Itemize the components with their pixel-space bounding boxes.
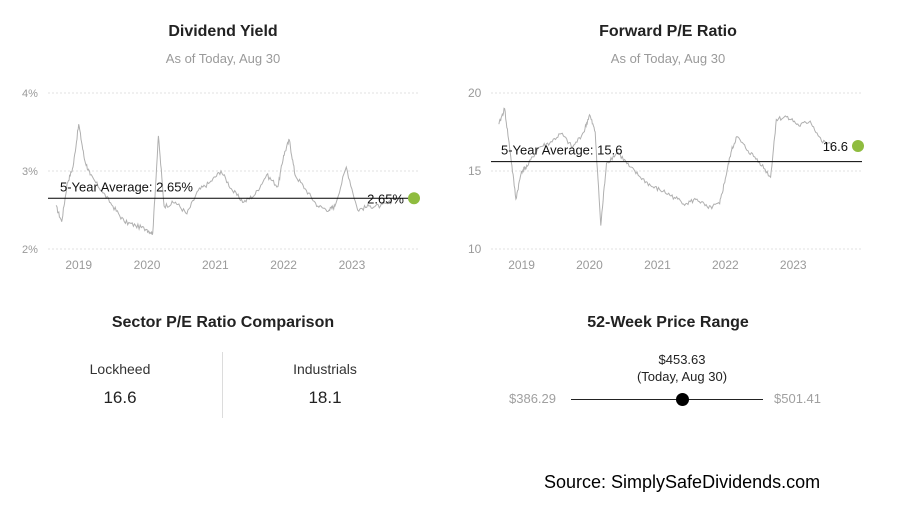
sector-divider [222,352,223,418]
dividend-yield-subtitle: As of Today, Aug 30 [165,51,281,66]
dividend-yield-current-marker [408,192,420,205]
dividend-yield-x-tick-label: 2022 [270,258,297,272]
forward-pe-x-tick-label: 2019 [508,258,535,272]
price-range-title: 52-Week Price Range [587,314,749,331]
forward-pe-current-label: 16.6 [823,139,848,154]
lockheed-column: Lockheed 16.6 [20,361,220,408]
sector-pe-panel: Sector P/E Ratio Comparison Lockheed 16.… [0,300,446,440]
forward-pe-x-tick-label: 2021 [644,258,671,272]
range-low: $386.29 [509,391,556,406]
dividend-yield-y-tick-label: 4% [22,88,38,100]
forward-pe-title: Forward P/E Ratio [599,23,737,40]
dividend-yield-panel: Dividend Yield As of Today, Aug 30 4% 3% 2… [0,0,446,290]
dividend-yield-series-line [55,124,393,236]
current-price-block: $453.63 (Today, Aug 30) [582,351,782,385]
industrials-pe-value: 18.1 [308,388,342,407]
forward-pe-panel: Forward P/E Ratio As of Today, Aug 30 20… [446,0,890,290]
dividend-yield-chart: 4% 3% 2% 2019 2020 2021 2022 2023 5-Year Average… [22,88,420,272]
dividend-yield-y-tick-label: 3% [22,166,38,178]
dividend-yield-title: Dividend Yield [168,23,278,40]
forward-pe-x-tick-label: 2020 [576,258,603,272]
dividend-yield-current-label: 2.65% [367,191,404,206]
forward-pe-subtitle: As of Today, Aug 30 [610,51,726,66]
industrials-label: Industrials [293,361,357,377]
forward-pe-chart: 20 15 10 2019 2020 2021 2022 2023 5-Year Average… [468,86,864,272]
dividend-yield-x-tick-label: 2019 [65,258,92,272]
forward-pe-current-marker [852,140,864,153]
sector-pe-title: Sector P/E Ratio Comparison [111,314,335,331]
current-price: $453.63 [658,352,706,367]
forward-pe-x-tick-label: 2022 [712,258,739,272]
source-credit: Source: SimplySafeDividends.com [544,472,821,492]
forward-pe-y-tick-label: 15 [468,164,482,178]
dividend-yield-y-tick-label: 2% [22,244,38,256]
forward-pe-y-tick-label: 20 [468,86,482,100]
lockheed-label: Lockheed [89,361,151,377]
lockheed-pe-value: 16.6 [103,388,137,407]
dividend-yield-x-tick-label: 2023 [339,258,366,272]
price-range-panel: 52-Week Price Range $453.63 (Today, Aug … [446,300,890,440]
range-current-dot [676,393,689,406]
forward-pe-series-line [498,107,834,226]
current-price-note: (Today, Aug 30) [636,369,728,384]
forward-pe-average-label: 5-Year Average: 15.6 [501,143,622,158]
range-track [571,399,763,400]
range-high: $501.41 [774,391,821,406]
dividend-yield-x-tick-label: 2020 [134,258,161,272]
forward-pe-y-tick-label: 10 [468,242,482,256]
dividend-yield-x-tick-label: 2021 [202,258,229,272]
forward-pe-x-tick-label: 2023 [780,258,807,272]
dividend-yield-average-label: 5-Year Average: 2.65% [60,179,193,194]
industrials-column: Industrials 18.1 [225,361,425,408]
